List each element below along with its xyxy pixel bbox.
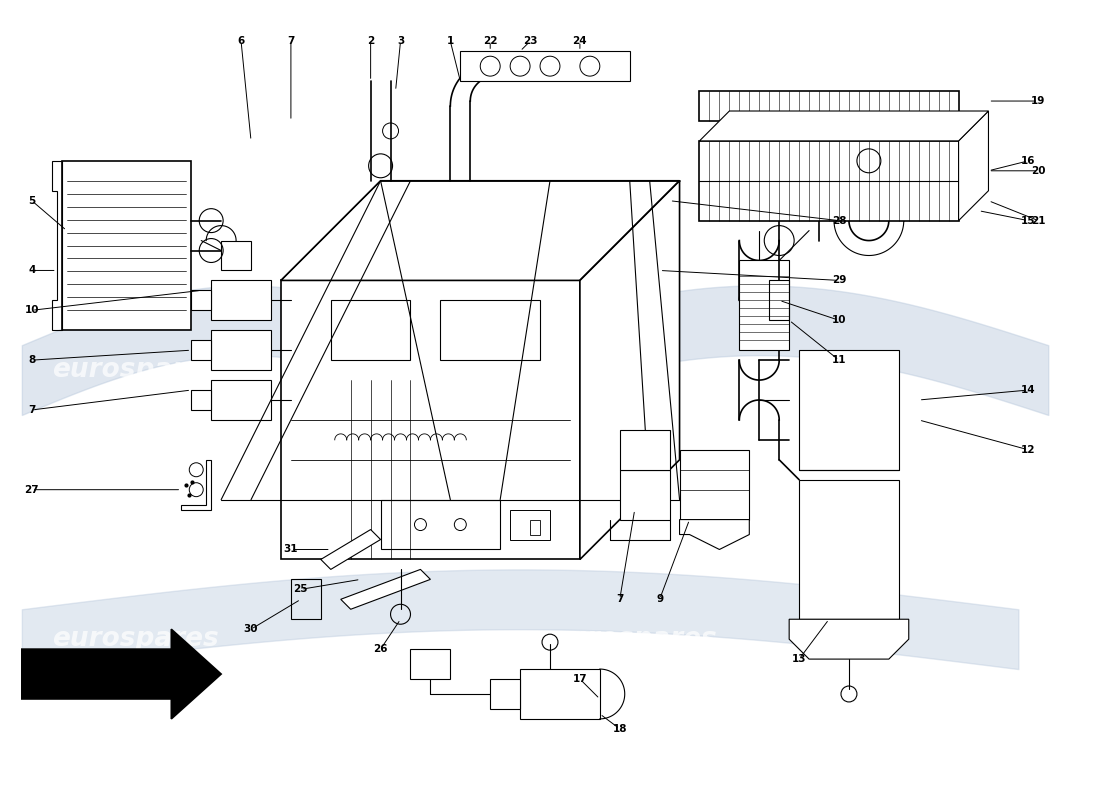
Text: eurospares: eurospares	[520, 357, 686, 383]
Polygon shape	[321, 530, 381, 570]
Text: 30: 30	[244, 624, 258, 634]
Text: 6: 6	[238, 36, 244, 46]
Text: 16: 16	[1021, 156, 1035, 166]
Polygon shape	[580, 181, 680, 559]
Polygon shape	[22, 630, 221, 719]
Polygon shape	[182, 460, 211, 510]
Bar	[510, 510, 550, 539]
Text: eurospares: eurospares	[550, 626, 717, 652]
Text: 24: 24	[573, 36, 587, 46]
Polygon shape	[191, 390, 211, 410]
Polygon shape	[280, 281, 580, 559]
Polygon shape	[958, 111, 989, 221]
Text: 10: 10	[24, 306, 40, 315]
Bar	[331, 300, 410, 360]
Bar	[290, 579, 321, 619]
Text: 23: 23	[522, 36, 537, 46]
Bar	[530, 519, 540, 534]
Text: 8: 8	[29, 355, 35, 365]
Polygon shape	[700, 111, 989, 141]
Polygon shape	[191, 290, 211, 310]
Text: 15: 15	[1021, 216, 1035, 226]
Text: 27: 27	[24, 485, 40, 494]
Bar	[381, 500, 500, 550]
Polygon shape	[211, 281, 271, 320]
Text: 29: 29	[832, 275, 846, 286]
Polygon shape	[700, 91, 958, 121]
Polygon shape	[280, 181, 680, 281]
Polygon shape	[211, 380, 271, 420]
Polygon shape	[789, 619, 909, 659]
Text: 14: 14	[1021, 385, 1035, 395]
Bar	[410, 649, 450, 679]
Bar	[62, 161, 191, 330]
Polygon shape	[191, 340, 211, 360]
Bar	[491, 679, 520, 709]
Bar	[769, 281, 789, 320]
Text: 7: 7	[287, 36, 295, 46]
Text: 1: 1	[447, 36, 454, 46]
Polygon shape	[700, 141, 958, 221]
Text: 9: 9	[656, 594, 663, 604]
Text: 7: 7	[29, 405, 35, 415]
Bar	[799, 350, 899, 470]
Text: 22: 22	[483, 36, 497, 46]
Bar	[619, 470, 670, 519]
Bar	[221, 241, 251, 270]
Bar	[799, 480, 899, 619]
Text: 28: 28	[832, 216, 846, 226]
Text: 5: 5	[29, 196, 35, 206]
Polygon shape	[211, 330, 271, 370]
Polygon shape	[341, 570, 430, 610]
Text: 13: 13	[792, 654, 806, 664]
Bar	[680, 450, 749, 519]
Polygon shape	[849, 161, 899, 201]
Text: 3: 3	[397, 36, 404, 46]
Text: eurospares: eurospares	[52, 626, 219, 652]
Text: 31: 31	[284, 545, 298, 554]
Text: 17: 17	[573, 674, 587, 684]
Text: 19: 19	[1031, 96, 1045, 106]
Text: 10: 10	[832, 315, 846, 326]
Bar	[619, 430, 670, 470]
Text: 4: 4	[29, 266, 35, 275]
Text: 12: 12	[1021, 445, 1035, 455]
Text: 7: 7	[616, 594, 624, 604]
Bar	[440, 300, 540, 360]
Text: 20: 20	[1031, 166, 1045, 176]
Text: 11: 11	[832, 355, 846, 365]
Text: 25: 25	[294, 584, 308, 594]
Text: 26: 26	[373, 644, 388, 654]
Text: 18: 18	[613, 724, 627, 734]
Bar	[520, 669, 600, 719]
Polygon shape	[680, 519, 749, 550]
Text: 2: 2	[367, 36, 374, 46]
Polygon shape	[460, 51, 629, 81]
Bar	[739, 261, 789, 350]
Text: 21: 21	[1031, 216, 1045, 226]
Text: eurospares: eurospares	[52, 357, 219, 383]
